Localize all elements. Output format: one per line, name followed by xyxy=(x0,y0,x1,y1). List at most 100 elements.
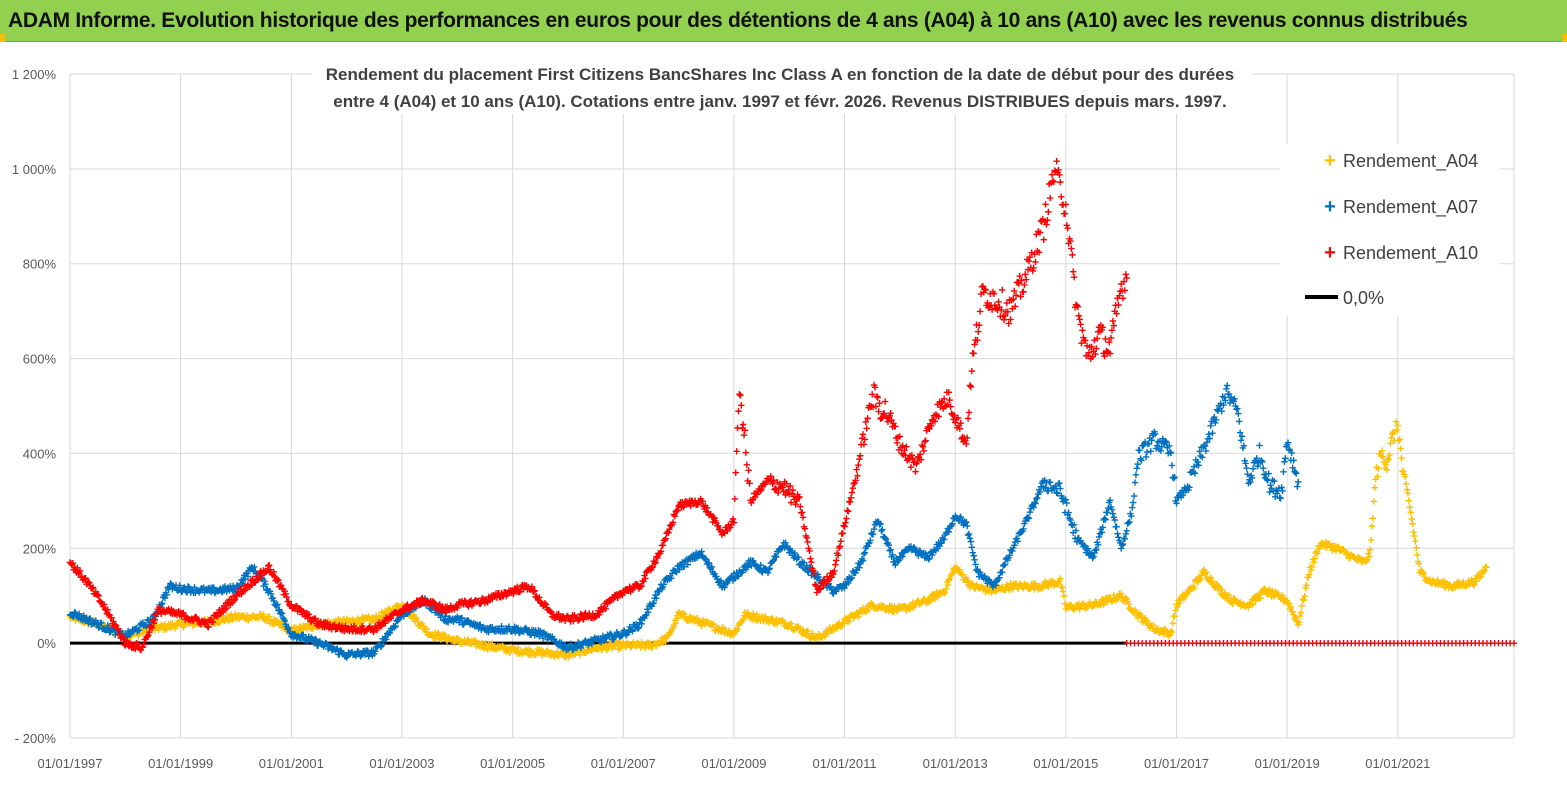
data-point xyxy=(144,633,151,640)
data-point xyxy=(145,632,152,639)
data-point xyxy=(1201,442,1209,450)
y-tick-label: 200% xyxy=(23,541,57,556)
data-point xyxy=(1106,497,1114,504)
data-point xyxy=(1174,603,1181,611)
data-point xyxy=(769,558,776,565)
data-point xyxy=(877,520,884,528)
data-point xyxy=(1093,546,1100,553)
data-point xyxy=(478,639,486,646)
data-point xyxy=(1228,599,1236,606)
data-point xyxy=(391,624,398,631)
data-point xyxy=(1397,445,1404,452)
data-point xyxy=(1042,484,1049,491)
x-tick-label: 01/01/2007 xyxy=(591,756,656,771)
data-point xyxy=(1300,596,1307,604)
data-point xyxy=(278,610,286,617)
y-tick-label: 600% xyxy=(23,352,57,367)
data-point xyxy=(1289,608,1296,615)
data-point xyxy=(1277,495,1284,502)
legend: + Rendement_A04 + Rendement_A07 + Rendem… xyxy=(1280,144,1500,316)
data-point xyxy=(705,559,713,567)
data-point xyxy=(1090,553,1097,560)
data-point xyxy=(1199,454,1206,461)
data-point xyxy=(1055,480,1062,488)
data-point xyxy=(1365,550,1372,557)
data-point xyxy=(1402,480,1410,488)
data-point xyxy=(1195,462,1202,469)
data-point xyxy=(1065,509,1072,516)
data-point xyxy=(277,609,285,616)
legend-label-a10: Rendement_A10 xyxy=(1343,243,1478,264)
data-point xyxy=(971,556,978,563)
data-point xyxy=(899,553,906,560)
data-point xyxy=(1244,471,1251,478)
data-point xyxy=(1168,628,1176,636)
data-point xyxy=(750,610,757,617)
data-point xyxy=(1194,458,1201,466)
data-point xyxy=(274,601,281,608)
data-point xyxy=(1117,545,1125,552)
data-point xyxy=(992,582,999,589)
chart-title-line-2: entre 4 (A04) et 10 ans (A10). Cotations… xyxy=(333,92,1227,111)
data-point xyxy=(870,525,878,533)
data-point xyxy=(768,614,775,622)
data-point xyxy=(942,585,950,593)
data-point xyxy=(1170,474,1177,482)
data-point xyxy=(1057,485,1064,492)
data-point xyxy=(100,601,108,608)
data-point xyxy=(1109,510,1117,517)
data-point xyxy=(119,633,126,640)
data-point xyxy=(372,648,379,655)
data-point xyxy=(1191,470,1199,477)
data-point xyxy=(1256,442,1263,449)
data-point xyxy=(1032,580,1039,587)
data-point xyxy=(1212,419,1219,427)
data-point xyxy=(69,560,76,567)
data-point xyxy=(972,561,979,568)
data-point xyxy=(135,632,142,640)
data-point xyxy=(1257,594,1264,602)
data-point xyxy=(1242,460,1249,467)
data-point xyxy=(1026,508,1034,516)
data-point xyxy=(1205,430,1212,438)
data-point xyxy=(840,620,847,627)
data-point xyxy=(845,618,853,625)
data-point xyxy=(764,569,772,577)
data-point xyxy=(959,571,966,578)
data-point xyxy=(1394,422,1402,429)
data-point xyxy=(772,552,779,560)
data-point xyxy=(695,617,703,624)
data-point xyxy=(765,566,773,573)
data-point xyxy=(410,611,418,618)
data-point xyxy=(1067,516,1074,524)
data-point xyxy=(1374,473,1381,480)
data-point xyxy=(1126,518,1133,526)
data-point xyxy=(423,625,431,633)
data-point xyxy=(795,554,802,561)
data-point xyxy=(1122,594,1129,602)
data-point xyxy=(833,588,840,595)
y-tick-label: 1 000% xyxy=(12,162,57,177)
data-point xyxy=(885,541,893,549)
data-point xyxy=(489,640,496,647)
data-point xyxy=(1405,497,1413,504)
data-point xyxy=(941,588,949,596)
data-point xyxy=(963,574,970,581)
data-point xyxy=(358,619,365,627)
data-point xyxy=(98,619,105,627)
data-point xyxy=(1034,494,1041,501)
data-point xyxy=(886,547,893,554)
data-point xyxy=(910,544,917,551)
data-point xyxy=(111,621,119,628)
y-tick-label: 1 200% xyxy=(12,67,57,82)
data-point xyxy=(1240,442,1248,449)
data-point xyxy=(1248,474,1256,482)
data-point xyxy=(1404,490,1412,497)
data-point xyxy=(698,548,705,555)
data-point xyxy=(1207,574,1214,581)
data-point xyxy=(967,538,975,545)
data-point xyxy=(1084,545,1092,552)
data-point xyxy=(1136,447,1143,454)
data-point xyxy=(1225,591,1233,599)
data-point xyxy=(956,566,964,573)
